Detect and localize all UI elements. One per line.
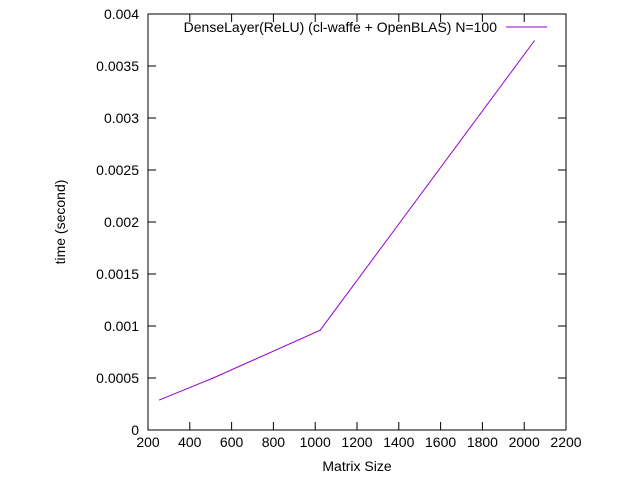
series-layer [159, 40, 535, 401]
x-tick-label: 1400 [383, 434, 414, 450]
data-point [533, 40, 535, 42]
x-tick-label: 2200 [550, 434, 581, 450]
legend-entry-label: DenseLayer(ReLU) (cl-waffe + OpenBLAS) N… [184, 19, 498, 35]
x-tick-label: 1000 [300, 434, 331, 450]
data-point [212, 377, 214, 379]
x-tick-label: 1600 [425, 434, 456, 450]
x-tick-label: 2000 [509, 434, 540, 450]
y-axis-ticks: 0 0.0005 0.001 0.0015 0.002 0.0025 0.003 0.0035… [96, 6, 566, 438]
x-tick-label: 400 [178, 434, 202, 450]
legend: DenseLayer(ReLU) (cl-waffe + OpenBLAS) N… [184, 19, 547, 35]
data-point [319, 329, 321, 331]
y-tick-label: 0.004 [104, 6, 139, 22]
y-tick-label: 0.0005 [96, 370, 139, 386]
y-tick-label: 0.001 [104, 318, 139, 334]
y-tick-label: 0.0015 [96, 266, 139, 282]
y-tick-label: 0.003 [104, 110, 139, 126]
series-line [159, 40, 535, 401]
y-tick-label: 0 [131, 422, 139, 438]
y-tick-label: 0.002 [104, 214, 139, 230]
x-tick-label: 800 [262, 434, 286, 450]
x-tick-label: 600 [220, 434, 244, 450]
x-tick-label: 1800 [467, 434, 498, 450]
y-axis-label: time (second) [52, 180, 68, 265]
x-axis-ticks: 200 400 600 800 1000 1200 1400 1600 1800 2000 2200 [136, 14, 582, 450]
y-tick-label: 0.0035 [96, 58, 139, 74]
x-axis-label: Matrix Size [322, 458, 391, 474]
x-tick-label: 200 [136, 434, 160, 450]
plot-frame [147, 13, 567, 431]
data-point [159, 399, 161, 401]
x-tick-label: 1200 [341, 434, 372, 450]
y-tick-label: 0.0025 [96, 162, 139, 178]
